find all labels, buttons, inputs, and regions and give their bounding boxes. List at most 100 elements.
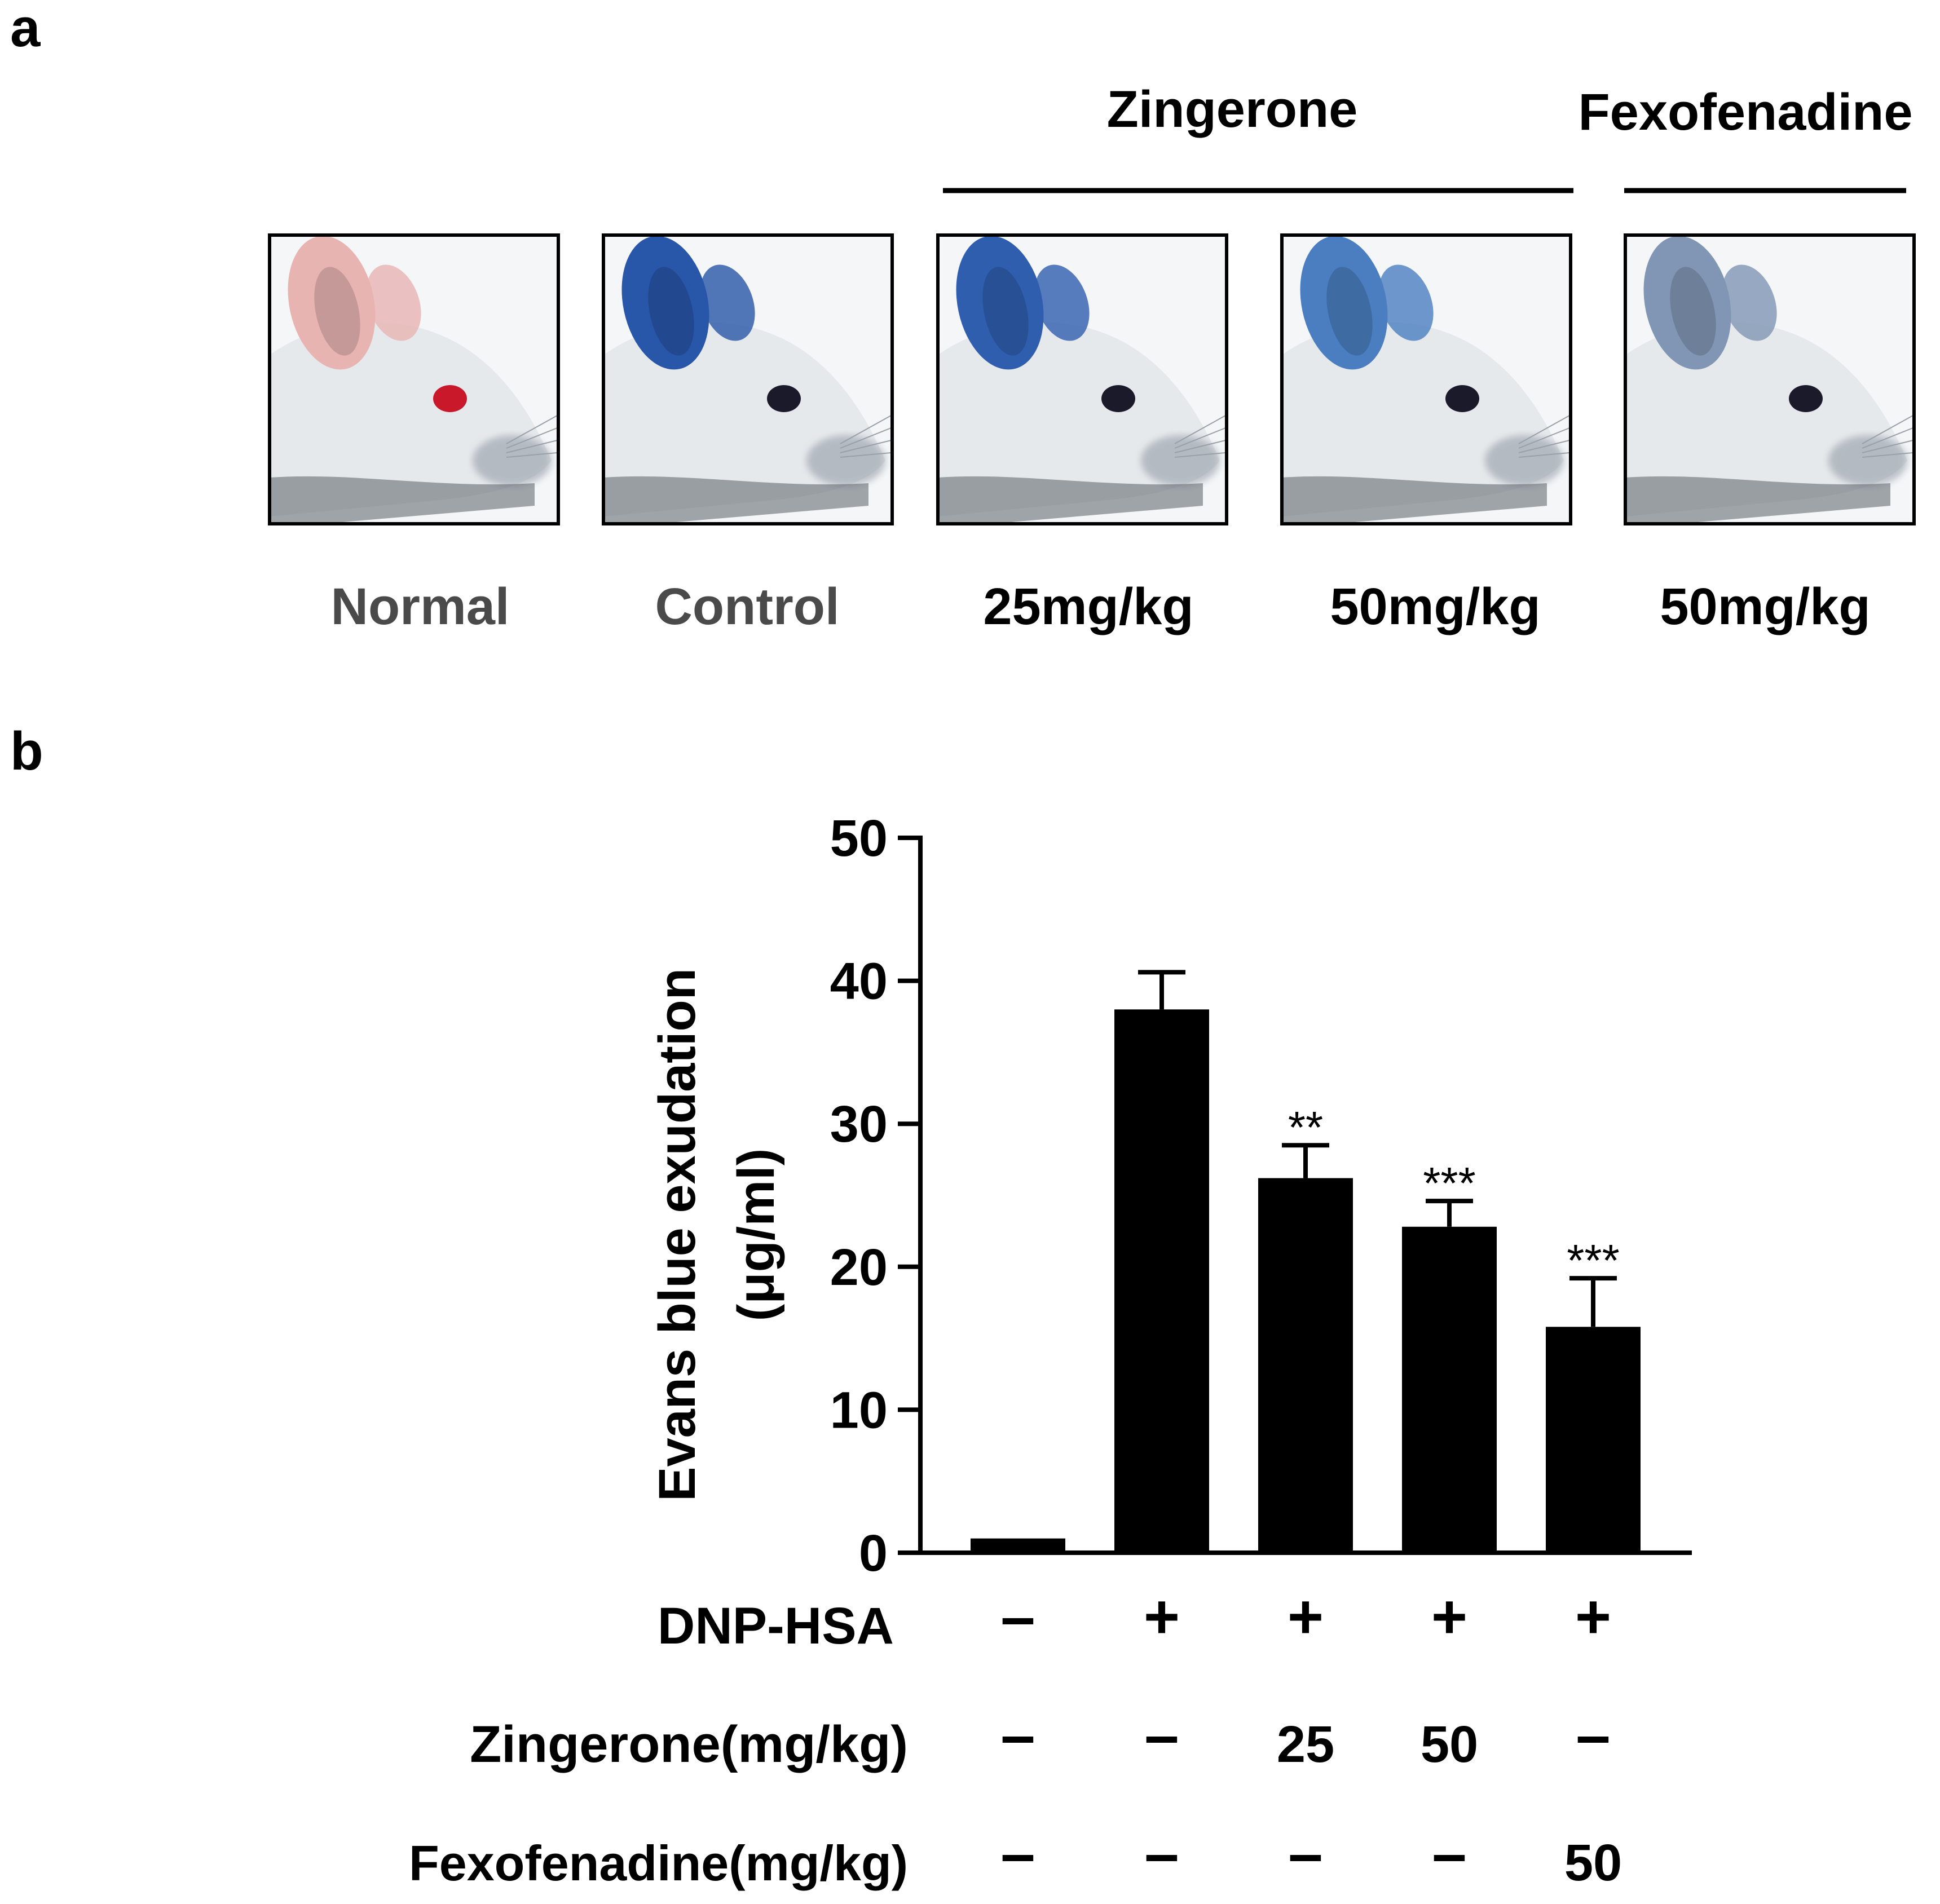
mouse-whisker (1518, 452, 1570, 458)
table-cell: + (1288, 1582, 1324, 1651)
mouse-whisker (506, 415, 558, 444)
mouse-whisker (840, 427, 892, 449)
y-axis: 0 10 20 30 40 50 (830, 810, 923, 1582)
table-cell: – (1000, 1819, 1035, 1888)
bar (1258, 1178, 1353, 1553)
mouse-ear (1300, 236, 1388, 370)
mouse-jaw-shadow (603, 476, 868, 524)
table-row: Zingerone(mg/kg) – – 25 50 – (470, 1700, 1610, 1773)
table-cell: – (1144, 1819, 1179, 1888)
mouse-whisker (506, 452, 558, 458)
y-tick-label: 30 (830, 1095, 888, 1153)
mouse-whisker (840, 452, 892, 458)
mouse-whisker (1174, 415, 1226, 444)
mouse-photo: Control (602, 233, 894, 635)
mouse-eye (1445, 385, 1479, 412)
bar (971, 1538, 1065, 1553)
mouse-photo-row: Normal Control 25mg/kg 50mg/kg 50mg/kg (268, 233, 1916, 635)
mouse-jaw-shadow (1625, 476, 1890, 524)
mouse-eye (767, 385, 801, 412)
group-header-zingerone: Zingerone (943, 81, 1573, 193)
photo-frame (936, 233, 1228, 525)
mouse-back-ear (700, 264, 755, 341)
bar (1114, 1009, 1209, 1553)
photo-label: 25mg/kg (983, 578, 1193, 635)
table-cell: – (1000, 1582, 1035, 1651)
mouse-jaw-shadow (938, 476, 1203, 524)
mouse-ear (621, 236, 709, 370)
photo-label: 50mg/kg (1660, 578, 1870, 635)
mouse-whisker (840, 415, 892, 444)
photo-frame (268, 233, 560, 525)
mouse-whisker (1174, 452, 1226, 458)
significance-label: *** (1567, 1235, 1619, 1285)
mouse-illustration (1282, 235, 1571, 524)
mouse-whisker (1862, 440, 1913, 453)
mouse-ear-inner (648, 267, 694, 356)
mouse-back-ear (1034, 264, 1090, 341)
significance-labels: ******** (1288, 1102, 1620, 1285)
mouse-illustration (1625, 235, 1914, 524)
table-row: Fexofenadine(mg/kg) – – – – 50 (409, 1819, 1622, 1892)
treatment-table: DNP-HSA – + + + +Zingerone(mg/kg) – –25 50 –Fexof… (409, 1582, 1622, 1892)
table-cell: + (1431, 1582, 1467, 1651)
y-tick-label: 40 (830, 953, 888, 1010)
table-cell: 50 (1421, 1716, 1478, 1773)
mouse-ear (1643, 236, 1731, 370)
mouse-eye (1789, 385, 1823, 412)
fexofenadine-header-label: Fexofenadine (1578, 83, 1912, 141)
table-row: DNP-HSA – + + + + (658, 1582, 1611, 1655)
photo-frame (1624, 233, 1916, 525)
y-tick-label: 0 (859, 1525, 888, 1582)
mouse-back-ear (1378, 264, 1434, 341)
mouse-back-ear (1722, 264, 1777, 341)
mouse-photo: 50mg/kg (1280, 233, 1572, 635)
table-cell: 50 (1564, 1834, 1622, 1892)
photo-frame (1280, 233, 1572, 525)
bars (971, 1009, 1641, 1553)
mouse-ear (956, 236, 1044, 370)
mouse-illustration (270, 235, 558, 524)
table-row-label: Fexofenadine(mg/kg) (409, 1835, 908, 1891)
y-axis-label: Evans blue exudation (μg/ml) (649, 968, 785, 1501)
table-cell: + (1575, 1582, 1611, 1651)
table-row-label: Zingerone(mg/kg) (470, 1716, 908, 1773)
mouse-ear-inner (1670, 267, 1716, 356)
mouse-whisker (840, 440, 892, 453)
mouse-snout (473, 435, 552, 486)
table-cell: – (1576, 1700, 1610, 1770)
table-cell: – (1144, 1700, 1179, 1770)
mouse-illustration (938, 235, 1227, 524)
mouse-photo: 25mg/kg (936, 233, 1228, 635)
table-cell: – (1000, 1700, 1035, 1770)
table-cell: – (1432, 1819, 1466, 1888)
zingerone-header-label: Zingerone (1107, 81, 1358, 138)
mouse-whisker (506, 440, 558, 453)
significance-label: *** (1423, 1158, 1475, 1208)
photo-label: Normal (331, 578, 510, 635)
mouse-snout (1141, 435, 1220, 486)
significance-label: ** (1288, 1102, 1323, 1152)
panel-b-label: b (10, 721, 43, 781)
mouse-whisker (1518, 415, 1570, 444)
mouse-ear-inner (314, 267, 360, 356)
mouse-photo: 50mg/kg (1624, 233, 1916, 635)
mouse-jaw-shadow (1282, 476, 1547, 524)
mouse-whisker (1862, 452, 1913, 458)
table-row-label: DNP-HSA (658, 1597, 894, 1655)
table-cell: – (1288, 1819, 1322, 1888)
y-axis-label-line1: Evans blue exudation (649, 968, 706, 1501)
y-tick-label: 50 (830, 810, 888, 867)
panel-a-label: a (10, 0, 41, 58)
y-axis-label-line2: (μg/ml) (728, 1148, 785, 1322)
mouse-whisker (1518, 440, 1570, 453)
photo-label: Control (655, 578, 839, 635)
bar (1402, 1226, 1497, 1553)
table-cell: + (1144, 1582, 1180, 1651)
photo-label: 50mg/kg (1330, 578, 1540, 635)
mouse-eye (1101, 385, 1135, 412)
mouse-photo: Normal (268, 233, 560, 635)
mouse-illustration (603, 235, 892, 524)
group-header-fexofenadine: Fexofenadine (1578, 83, 1913, 193)
